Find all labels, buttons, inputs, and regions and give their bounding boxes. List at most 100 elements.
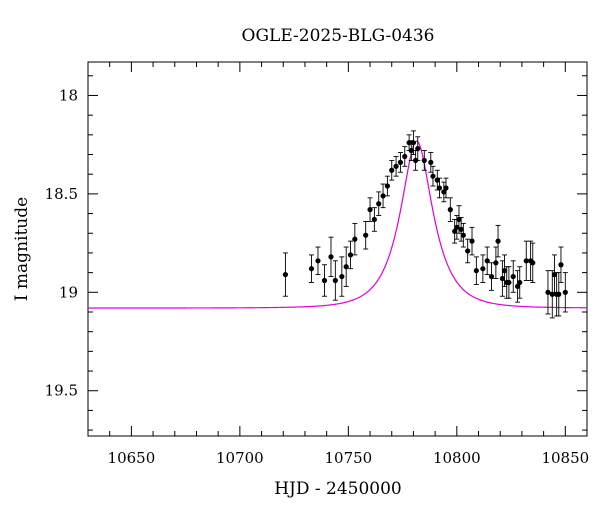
data-marker (408, 147, 414, 154)
data-marker (380, 193, 386, 199)
data-point (415, 136, 421, 161)
data-marker (469, 238, 475, 244)
data-point (465, 238, 471, 264)
data-point (523, 240, 529, 281)
data-marker (517, 279, 523, 286)
data-point (562, 272, 568, 313)
data-point (447, 197, 453, 222)
y-axis-tick-labels: 18 18.5 19 19.5 (45, 86, 78, 399)
y-axis-label: I magnitude (12, 197, 32, 301)
data-marker (384, 183, 390, 189)
data-marker (514, 283, 521, 289)
data-marker (460, 232, 466, 238)
data-marker (473, 268, 479, 274)
data-marker (363, 232, 369, 238)
data-marker (282, 271, 289, 278)
data-marker (556, 291, 562, 297)
data-point (376, 191, 382, 216)
data-point (343, 246, 349, 287)
data-point (558, 246, 564, 283)
data-point (321, 264, 328, 297)
data-point (460, 222, 466, 248)
data-point (347, 240, 354, 270)
data-marker (510, 273, 516, 280)
data-point (517, 266, 523, 299)
data-marker (343, 264, 349, 270)
data-marker (480, 266, 486, 272)
data-marker (347, 252, 354, 258)
data-marker (397, 159, 404, 165)
data-point (458, 217, 464, 242)
data-point (441, 181, 447, 203)
y-tick-label: 18 (59, 86, 78, 104)
data-marker (367, 207, 373, 213)
data-marker (332, 277, 338, 284)
data-marker (339, 273, 345, 280)
data-marker (436, 185, 443, 191)
data-point (436, 177, 443, 199)
data-marker (501, 268, 508, 274)
x-tick-label: 10750 (324, 449, 372, 467)
data-marker (352, 236, 358, 242)
x-tick-label: 10650 (108, 449, 156, 467)
data-point (363, 220, 369, 250)
data-marker (371, 216, 377, 223)
data-point (315, 246, 321, 276)
x-axis-ticks (109, 62, 588, 436)
data-point (402, 146, 408, 167)
data-point (545, 270, 551, 315)
data-point (488, 262, 495, 291)
data-marker (506, 279, 512, 286)
data-point (527, 240, 534, 281)
data-point (495, 224, 501, 258)
data-marker (488, 273, 495, 280)
y-axis-ticks (88, 75, 587, 431)
data-point (510, 260, 516, 293)
model-curve (88, 140, 588, 309)
data-point (308, 254, 315, 283)
data-marker (458, 226, 464, 232)
data-marker (545, 289, 551, 295)
data-point (328, 236, 334, 278)
data-point (430, 165, 436, 187)
data-point (506, 266, 512, 299)
data-point (443, 177, 449, 199)
y-tick-label: 19.5 (45, 382, 78, 400)
x-axis-label: HJD - 2450000 (274, 479, 402, 499)
data-marker (493, 260, 499, 266)
data-marker (315, 258, 321, 264)
data-marker (562, 289, 568, 295)
data-marker (389, 167, 395, 173)
data-point (469, 226, 475, 256)
data-marker (447, 207, 453, 213)
data-point (384, 175, 390, 197)
data-marker (530, 260, 536, 266)
x-axis-tick-labels: 10650 10700 10750 10800 10850 (108, 449, 590, 467)
data-marker (452, 228, 458, 234)
data-marker (454, 224, 460, 230)
data-point (514, 270, 521, 303)
data-marker (434, 177, 440, 183)
data-marker (495, 238, 501, 244)
data-point (389, 159, 395, 181)
data-marker (441, 189, 447, 195)
data-marker (308, 266, 315, 272)
y-tick-label: 19 (59, 283, 78, 301)
data-marker (415, 146, 421, 152)
data-marker (321, 277, 328, 284)
data-point (480, 254, 486, 283)
data-marker (393, 163, 399, 169)
data-point (282, 252, 289, 297)
data-point (556, 272, 562, 317)
data-point (421, 150, 427, 171)
data-marker (328, 254, 334, 260)
data-marker (428, 159, 434, 165)
x-tick-label: 10850 (541, 449, 589, 467)
data-point (473, 256, 479, 285)
data-point (499, 260, 505, 297)
data-point (428, 152, 434, 173)
data-marker (523, 258, 529, 264)
data-marker (484, 258, 490, 264)
data-marker (421, 157, 427, 164)
